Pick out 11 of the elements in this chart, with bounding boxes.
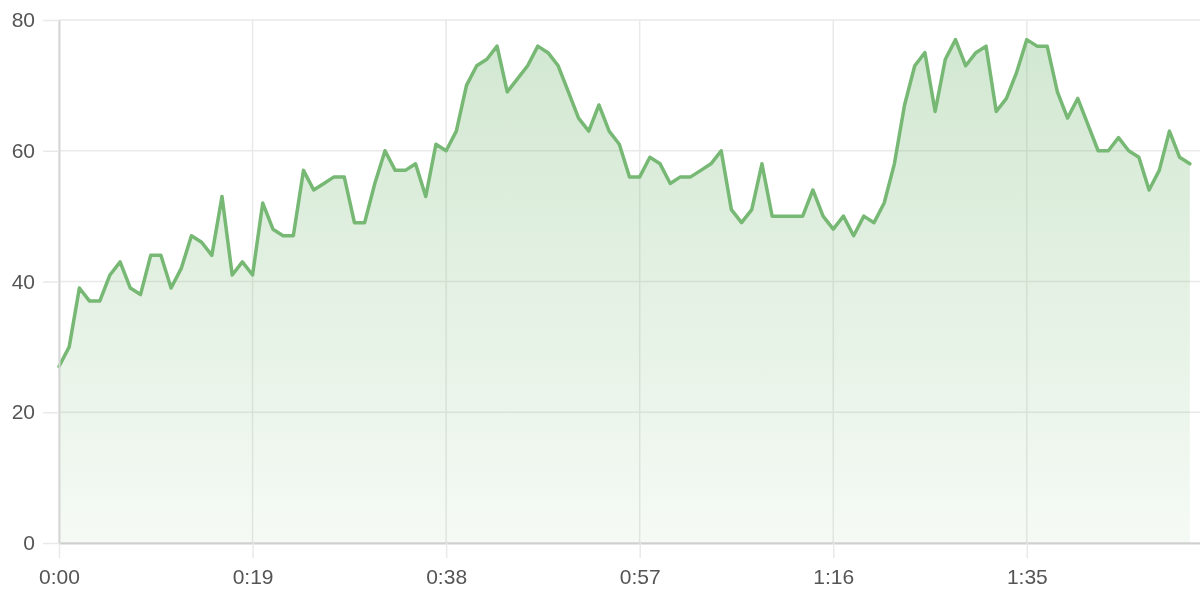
x-tick-label: 0:19 (232, 564, 274, 588)
y-tick-label: 40 (11, 269, 35, 293)
y-tick-label: 20 (11, 400, 35, 424)
y-tick-label: 0 (23, 531, 35, 555)
x-tick-label: 0:00 (39, 564, 80, 588)
x-tick-label: 1:35 (1006, 564, 1048, 588)
x-tick-label: 1:16 (813, 564, 855, 588)
x-tick-label: 0:38 (426, 564, 468, 588)
y-tick-label: 80 (11, 8, 35, 32)
x-tick-label: 0:57 (619, 564, 661, 588)
y-tick-label: 60 (11, 138, 35, 162)
